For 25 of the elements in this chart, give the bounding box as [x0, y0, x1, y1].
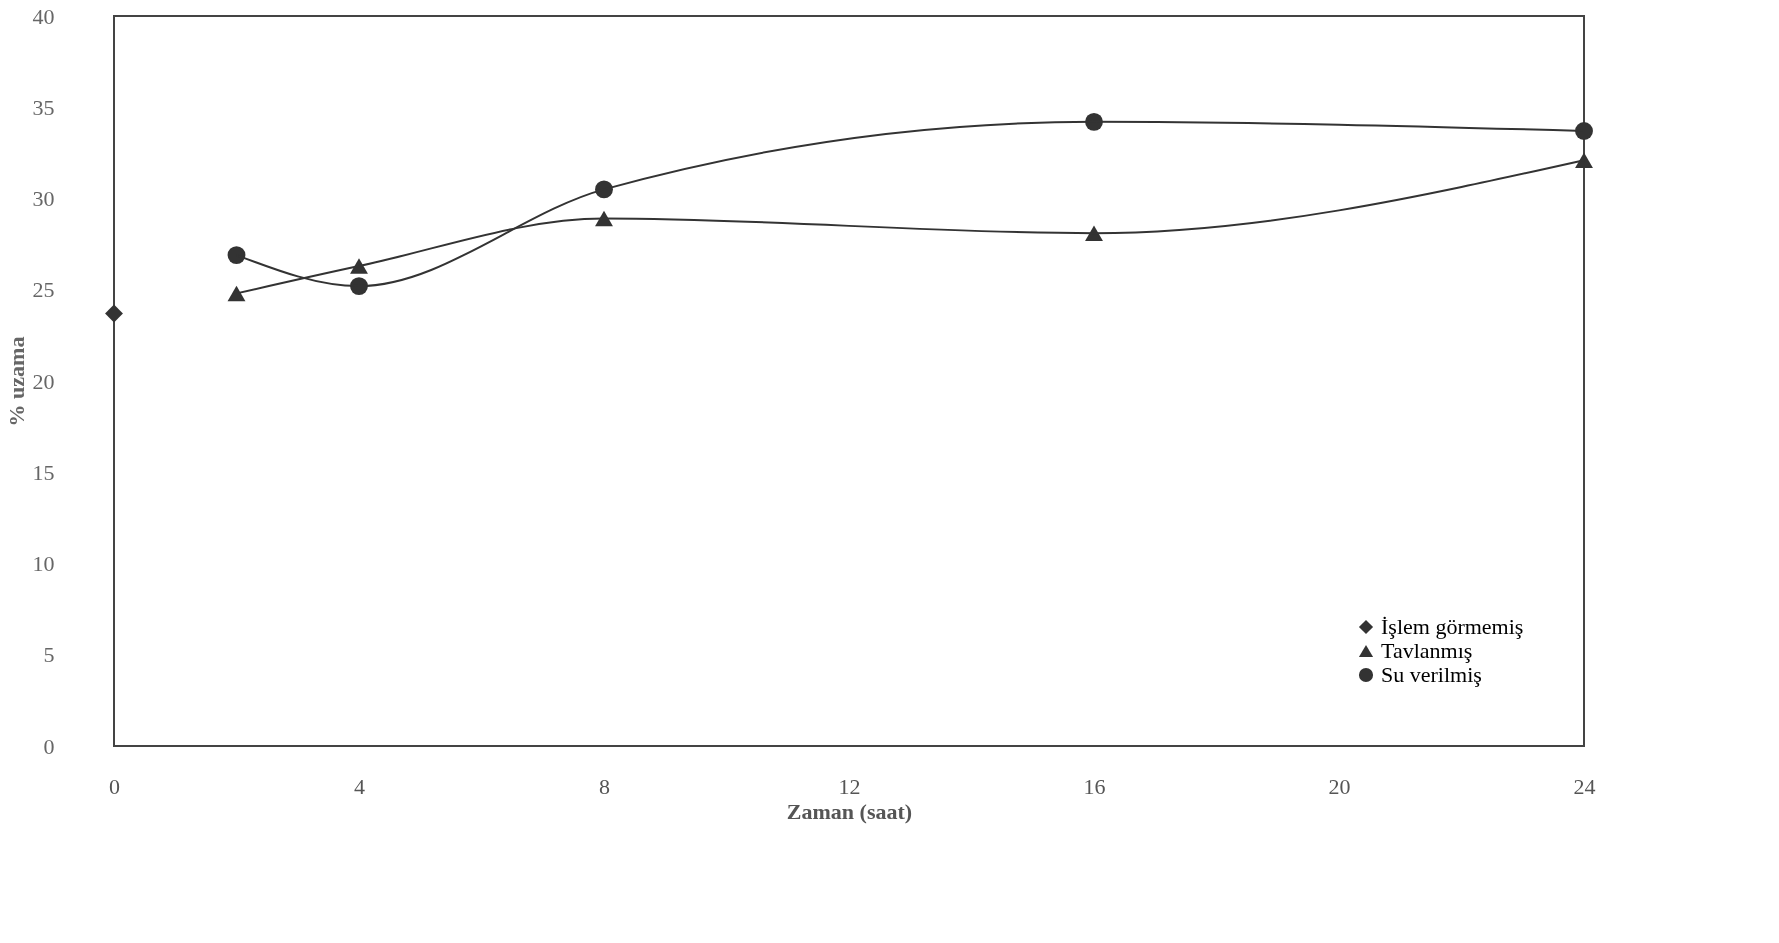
- y-tick-label: 25: [32, 277, 55, 303]
- x-tick-label: 16: [1083, 773, 1106, 799]
- point: [1575, 122, 1593, 140]
- y-tick-label: 10: [32, 551, 55, 576]
- point: [1575, 152, 1593, 168]
- x-tick-label: 20: [1328, 773, 1351, 799]
- y-axis-title: % uzama: [3, 336, 29, 427]
- x-axis-title: Zaman (saat): [786, 798, 913, 824]
- y-tick-label: 15: [32, 459, 55, 485]
- y-tick-label: 30: [32, 186, 55, 211]
- x-tick-label: 12: [838, 773, 861, 799]
- y-tick-label: 0: [43, 733, 55, 759]
- y-tick-label: 40: [32, 3, 55, 29]
- x-tick-label: 8: [599, 773, 610, 799]
- legend-label: Tavlanmış: [1381, 638, 1473, 663]
- y-tick-label: 35: [32, 94, 55, 120]
- x-tick-label: 4: [354, 773, 365, 799]
- x-tick-label: 0: [109, 773, 120, 799]
- legend-label: İşlem görmemiş: [1381, 614, 1524, 639]
- legend-label: Su verilmiş: [1381, 662, 1482, 687]
- y-tick-label: 5: [43, 642, 55, 668]
- x-tick-label: 24: [1573, 773, 1596, 799]
- y-tick-label: 20: [32, 368, 55, 394]
- point: [227, 285, 246, 302]
- point: [105, 304, 123, 323]
